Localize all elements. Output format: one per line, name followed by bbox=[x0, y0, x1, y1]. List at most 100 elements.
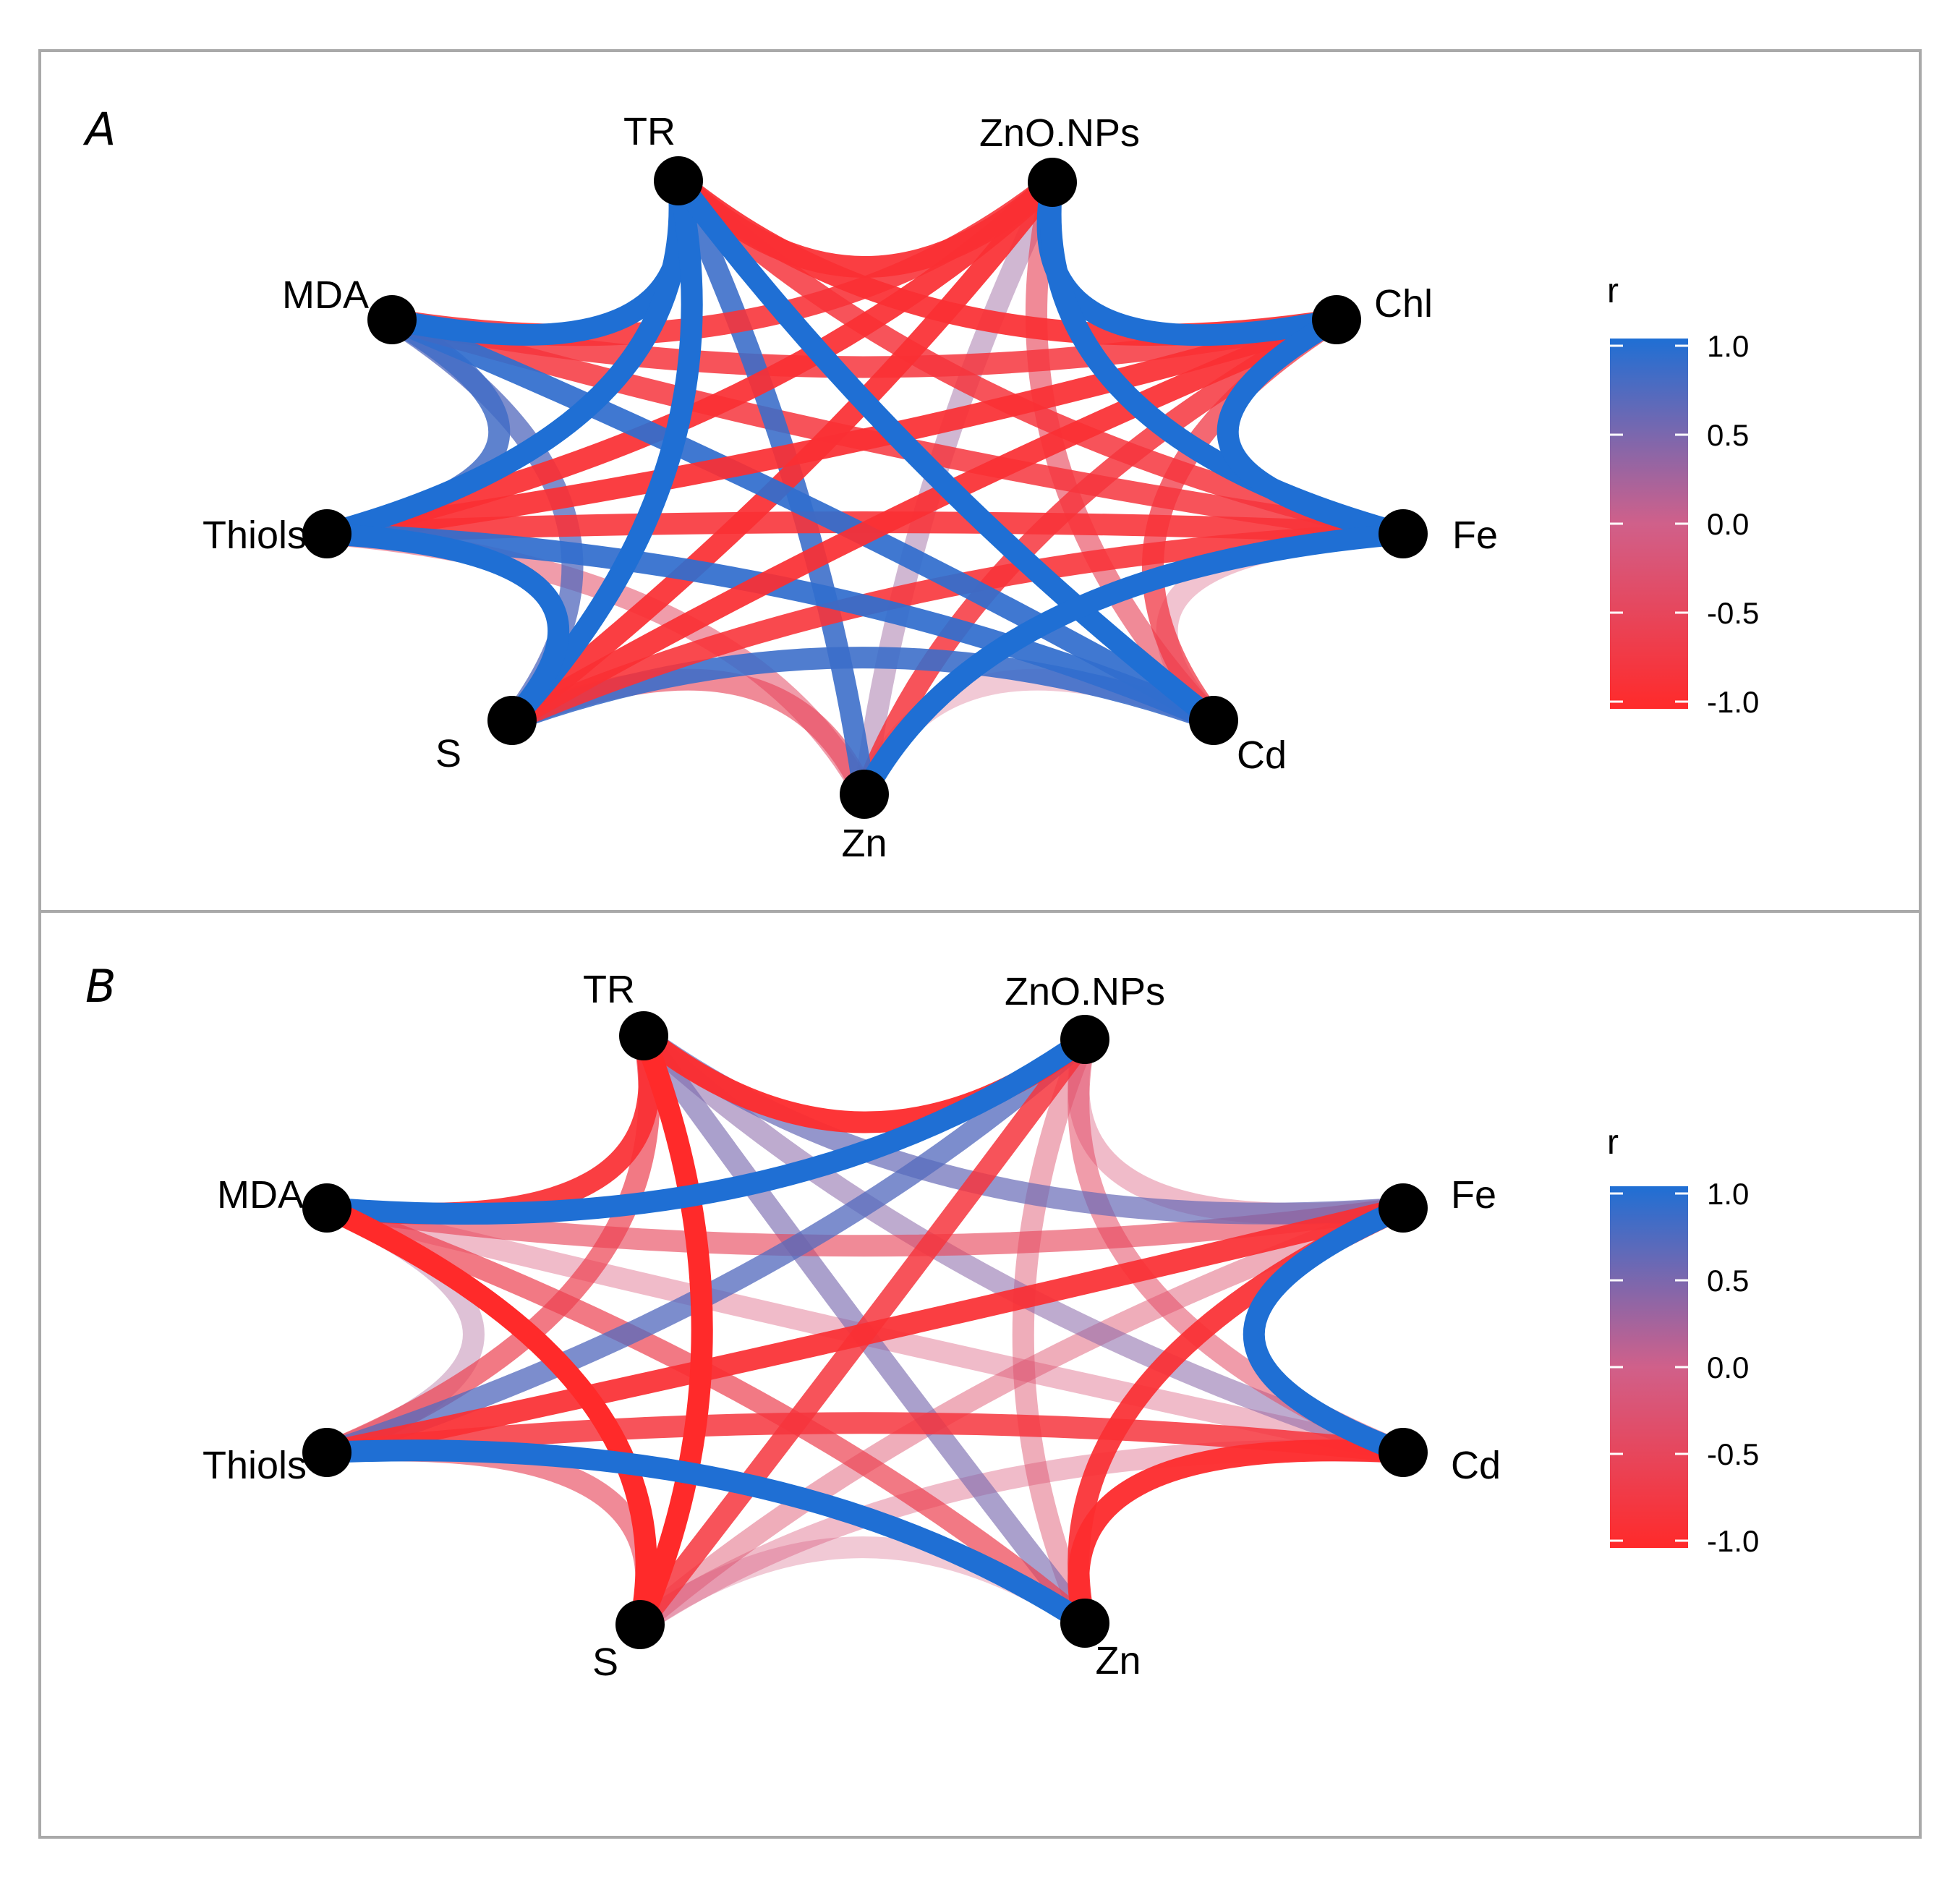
edge-thiols-s bbox=[316, 523, 570, 731]
edge-mda-cd bbox=[381, 309, 1224, 731]
node-marker bbox=[654, 156, 703, 205]
node-marker bbox=[1379, 509, 1428, 558]
node-marker bbox=[1379, 1428, 1428, 1477]
node-znonps: ZnO.NPs bbox=[979, 111, 1140, 207]
legend-tick-label: 0.5 bbox=[1707, 418, 1749, 452]
node-zn: Zn bbox=[840, 770, 889, 865]
node-marker bbox=[1060, 1599, 1109, 1648]
panel-a-legend-ticks: 1.0 0.5 0.0 -0.5 -1.0 bbox=[1610, 329, 1759, 719]
node-cd: Cd bbox=[1379, 1428, 1501, 1487]
edge-tr-mda bbox=[316, 1025, 660, 1225]
node-marker bbox=[1312, 295, 1361, 344]
node-label: TR bbox=[623, 110, 676, 153]
node-chl: Chl bbox=[1312, 282, 1433, 344]
edge-thiols-s bbox=[316, 1439, 657, 1635]
edge-mda-zn bbox=[316, 1197, 1096, 1634]
node-label: Zn bbox=[841, 822, 887, 865]
panel-a: A TR ZnO.NPs Chl Fe Cd Zn S Thiols MDA r 1.0 0.5 0… bbox=[38, 49, 1922, 913]
node-label: MDA bbox=[282, 273, 369, 317]
edge-mda-s bbox=[316, 1197, 657, 1635]
edge-s-fe bbox=[629, 1197, 1414, 1635]
legend-tick-label: -0.5 bbox=[1707, 596, 1759, 630]
panel-b-frame bbox=[38, 910, 1922, 1839]
node-marker bbox=[1379, 1183, 1428, 1233]
panel-b-legend-title: r bbox=[1607, 1123, 1619, 1162]
node-label: Cd bbox=[1237, 733, 1287, 777]
panel-a-letter: A bbox=[82, 103, 116, 156]
node-fe: Fe bbox=[1379, 509, 1498, 558]
legend-tick-label: 0.0 bbox=[1707, 1350, 1749, 1384]
edge-znonps-mda bbox=[316, 1029, 1096, 1225]
edge-thiols-cd bbox=[316, 1412, 1414, 1463]
node-marker bbox=[619, 1011, 668, 1060]
node-label: Fe bbox=[1452, 514, 1498, 557]
legend-tick-label: -1.0 bbox=[1707, 685, 1759, 719]
legend-tick-label: 1.0 bbox=[1707, 329, 1749, 363]
node-label: Thiols bbox=[203, 1444, 307, 1487]
node-label: MDA bbox=[217, 1173, 304, 1217]
panel-a-edges bbox=[316, 170, 1414, 805]
edge-tr-thiols bbox=[316, 170, 691, 545]
panel-b-legend-ticks: 1.0 0.5 0.0 -0.5 -1.0 bbox=[1610, 1177, 1759, 1558]
edge-znonps-thiols bbox=[316, 1029, 1096, 1463]
node-marker bbox=[487, 696, 537, 745]
edge-znonps-fe bbox=[1068, 1029, 1414, 1225]
node-label: Cd bbox=[1451, 1444, 1501, 1487]
node-s: S bbox=[592, 1600, 665, 1684]
edge-mda-fe bbox=[316, 1197, 1414, 1257]
node-tr: TR bbox=[623, 110, 703, 205]
node-label: Zn bbox=[1095, 1639, 1141, 1682]
panel-a-legend-title: r bbox=[1607, 272, 1619, 310]
edge-thiols-chl bbox=[316, 309, 1347, 545]
panel-b-legend: r 1.0 0.5 0.0 -0.5 -1.0 bbox=[1607, 1123, 1759, 1558]
legend-tick-label: -1.0 bbox=[1707, 1524, 1759, 1558]
edge-tr-mda bbox=[381, 170, 693, 346]
edge-chl-fe bbox=[1217, 309, 1414, 545]
node-mda: MDA bbox=[217, 1173, 351, 1233]
panel-a-legend: r 1.0 0.5 0.0 -0.5 -1.0 bbox=[1607, 272, 1759, 719]
node-marker bbox=[1028, 158, 1077, 207]
node-marker bbox=[1189, 696, 1238, 745]
panel-b-nodes: TR ZnO.NPs Fe Cd Zn S Thiols MDA bbox=[203, 968, 1501, 1684]
node-thiols: Thiols bbox=[203, 509, 351, 558]
legend-tick-label: 1.0 bbox=[1707, 1177, 1749, 1211]
edge-tr-zn bbox=[668, 170, 875, 805]
node-label: ZnO.NPs bbox=[979, 111, 1140, 155]
edge-znonps-cd bbox=[1025, 171, 1224, 731]
edge-cd-zn bbox=[1068, 1439, 1414, 1634]
node-thiols: Thiols bbox=[203, 1428, 351, 1487]
edge-thiols-zn bbox=[316, 1439, 1096, 1634]
legend-tick-label: 0.0 bbox=[1707, 507, 1749, 541]
panel-b-edges bbox=[316, 1025, 1414, 1635]
edge-tr-cd bbox=[668, 170, 1224, 731]
panel-b: B TR ZnO.NPs Fe Cd Zn S Thiols MDA r 1.0 0.5 0.0 -… bbox=[38, 910, 1922, 1839]
node-tr: TR bbox=[583, 968, 668, 1060]
node-label: TR bbox=[583, 968, 635, 1011]
node-marker bbox=[302, 1428, 351, 1477]
node-label: Fe bbox=[1451, 1173, 1496, 1217]
edge-znonps-zn bbox=[1012, 1029, 1096, 1634]
node-marker bbox=[1060, 1015, 1109, 1064]
edge-tr-s bbox=[629, 1025, 713, 1635]
edge-s-chl bbox=[501, 309, 1347, 731]
node-s: S bbox=[435, 696, 537, 775]
node-label: ZnO.NPs bbox=[1005, 970, 1165, 1013]
node-marker bbox=[615, 1600, 665, 1649]
node-cd: Cd bbox=[1189, 696, 1287, 777]
node-fe: Fe bbox=[1379, 1173, 1496, 1233]
node-label: Chl bbox=[1374, 282, 1433, 325]
node-marker bbox=[302, 509, 351, 558]
node-marker bbox=[367, 295, 417, 344]
node-label: S bbox=[435, 732, 461, 775]
node-marker bbox=[302, 1183, 351, 1233]
edge-fe-cd bbox=[1243, 1197, 1414, 1463]
edge-fe-zn bbox=[853, 523, 1414, 805]
edge-znonps-chl bbox=[1036, 171, 1347, 346]
node-label: Thiols bbox=[203, 514, 307, 557]
panel-b-letter: B bbox=[85, 960, 116, 1013]
edge-tr-cd bbox=[633, 1025, 1414, 1463]
edge-chl-zn bbox=[853, 309, 1347, 805]
legend-tick-label: -0.5 bbox=[1707, 1437, 1759, 1471]
node-marker bbox=[840, 770, 889, 819]
